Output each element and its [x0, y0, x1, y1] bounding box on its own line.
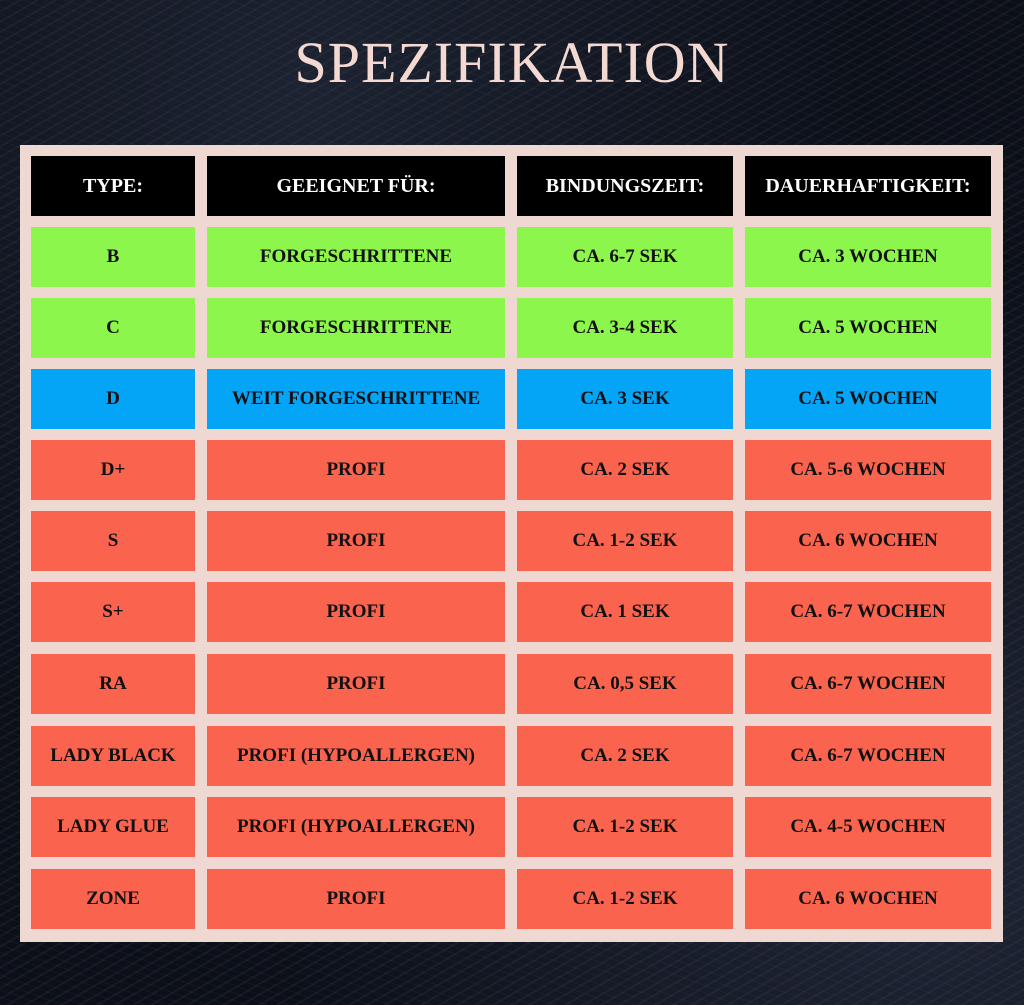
cell-geeignet-fuer: PROFI [207, 511, 505, 571]
cell-dauerhaftigkeit: CA. 6-7 WOCHEN [745, 654, 991, 714]
cell-type: C [31, 298, 195, 358]
cell-geeignet-fuer: PROFI [207, 869, 505, 929]
cell-type: D [31, 369, 195, 429]
cell-dauerhaftigkeit: CA. 6 WOCHEN [745, 869, 991, 929]
cell-type: S [31, 511, 195, 571]
cell-type: S+ [31, 582, 195, 642]
cell-bindungszeit: CA. 0,5 SEK [517, 654, 733, 714]
cell-dauerhaftigkeit: CA. 6-7 WOCHEN [745, 726, 991, 786]
cell-type: B [31, 227, 195, 287]
cell-type: ZONE [31, 869, 195, 929]
header-geeignet-fuer: GEEIGNET FÜR: [207, 156, 505, 216]
header-type: TYPE: [31, 156, 195, 216]
header-dauerhaftigkeit: DAUERHAFTIGKEIT: [745, 156, 991, 216]
cell-geeignet-fuer: FORGESCHRITTENE [207, 227, 505, 287]
cell-type: D+ [31, 440, 195, 500]
cell-bindungszeit: CA. 2 SEK [517, 726, 733, 786]
cell-bindungszeit: CA. 1-2 SEK [517, 511, 733, 571]
header-bindungszeit: BINDUNGSZEIT: [517, 156, 733, 216]
cell-dauerhaftigkeit: CA. 6 WOCHEN [745, 511, 991, 571]
cell-dauerhaftigkeit: CA. 4-5 WOCHEN [745, 797, 991, 857]
cell-geeignet-fuer: PROFI [207, 582, 505, 642]
cell-geeignet-fuer: PROFI (HYPOALLERGEN) [207, 797, 505, 857]
cell-bindungszeit: CA. 1-2 SEK [517, 797, 733, 857]
cell-type: RA [31, 654, 195, 714]
cell-dauerhaftigkeit: CA. 3 WOCHEN [745, 227, 991, 287]
cell-type: LADY GLUE [31, 797, 195, 857]
cell-bindungszeit: CA. 6-7 SEK [517, 227, 733, 287]
cell-type: LADY BLACK [31, 726, 195, 786]
cell-geeignet-fuer: WEIT FORGESCHRITTENE [207, 369, 505, 429]
cell-dauerhaftigkeit: CA. 5 WOCHEN [745, 369, 991, 429]
page-title: SPEZIFIKATION [294, 30, 730, 95]
cell-dauerhaftigkeit: CA. 5 WOCHEN [745, 298, 991, 358]
cell-geeignet-fuer: PROFI [207, 440, 505, 500]
cell-geeignet-fuer: PROFI (HYPOALLERGEN) [207, 726, 505, 786]
cell-geeignet-fuer: PROFI [207, 654, 505, 714]
cell-bindungszeit: CA. 1-2 SEK [517, 869, 733, 929]
specification-table: TYPE: GEEIGNET FÜR: BINDUNGSZEIT: DAUERHAFT… [20, 145, 1003, 942]
cell-dauerhaftigkeit: CA. 6-7 WOCHEN [745, 582, 991, 642]
cell-bindungszeit: CA. 2 SEK [517, 440, 733, 500]
cell-bindungszeit: CA. 1 SEK [517, 582, 733, 642]
cell-dauerhaftigkeit: CA. 5-6 WOCHEN [745, 440, 991, 500]
cell-bindungszeit: CA. 3 SEK [517, 369, 733, 429]
cell-geeignet-fuer: FORGESCHRITTENE [207, 298, 505, 358]
cell-bindungszeit: CA. 3-4 SEK [517, 298, 733, 358]
